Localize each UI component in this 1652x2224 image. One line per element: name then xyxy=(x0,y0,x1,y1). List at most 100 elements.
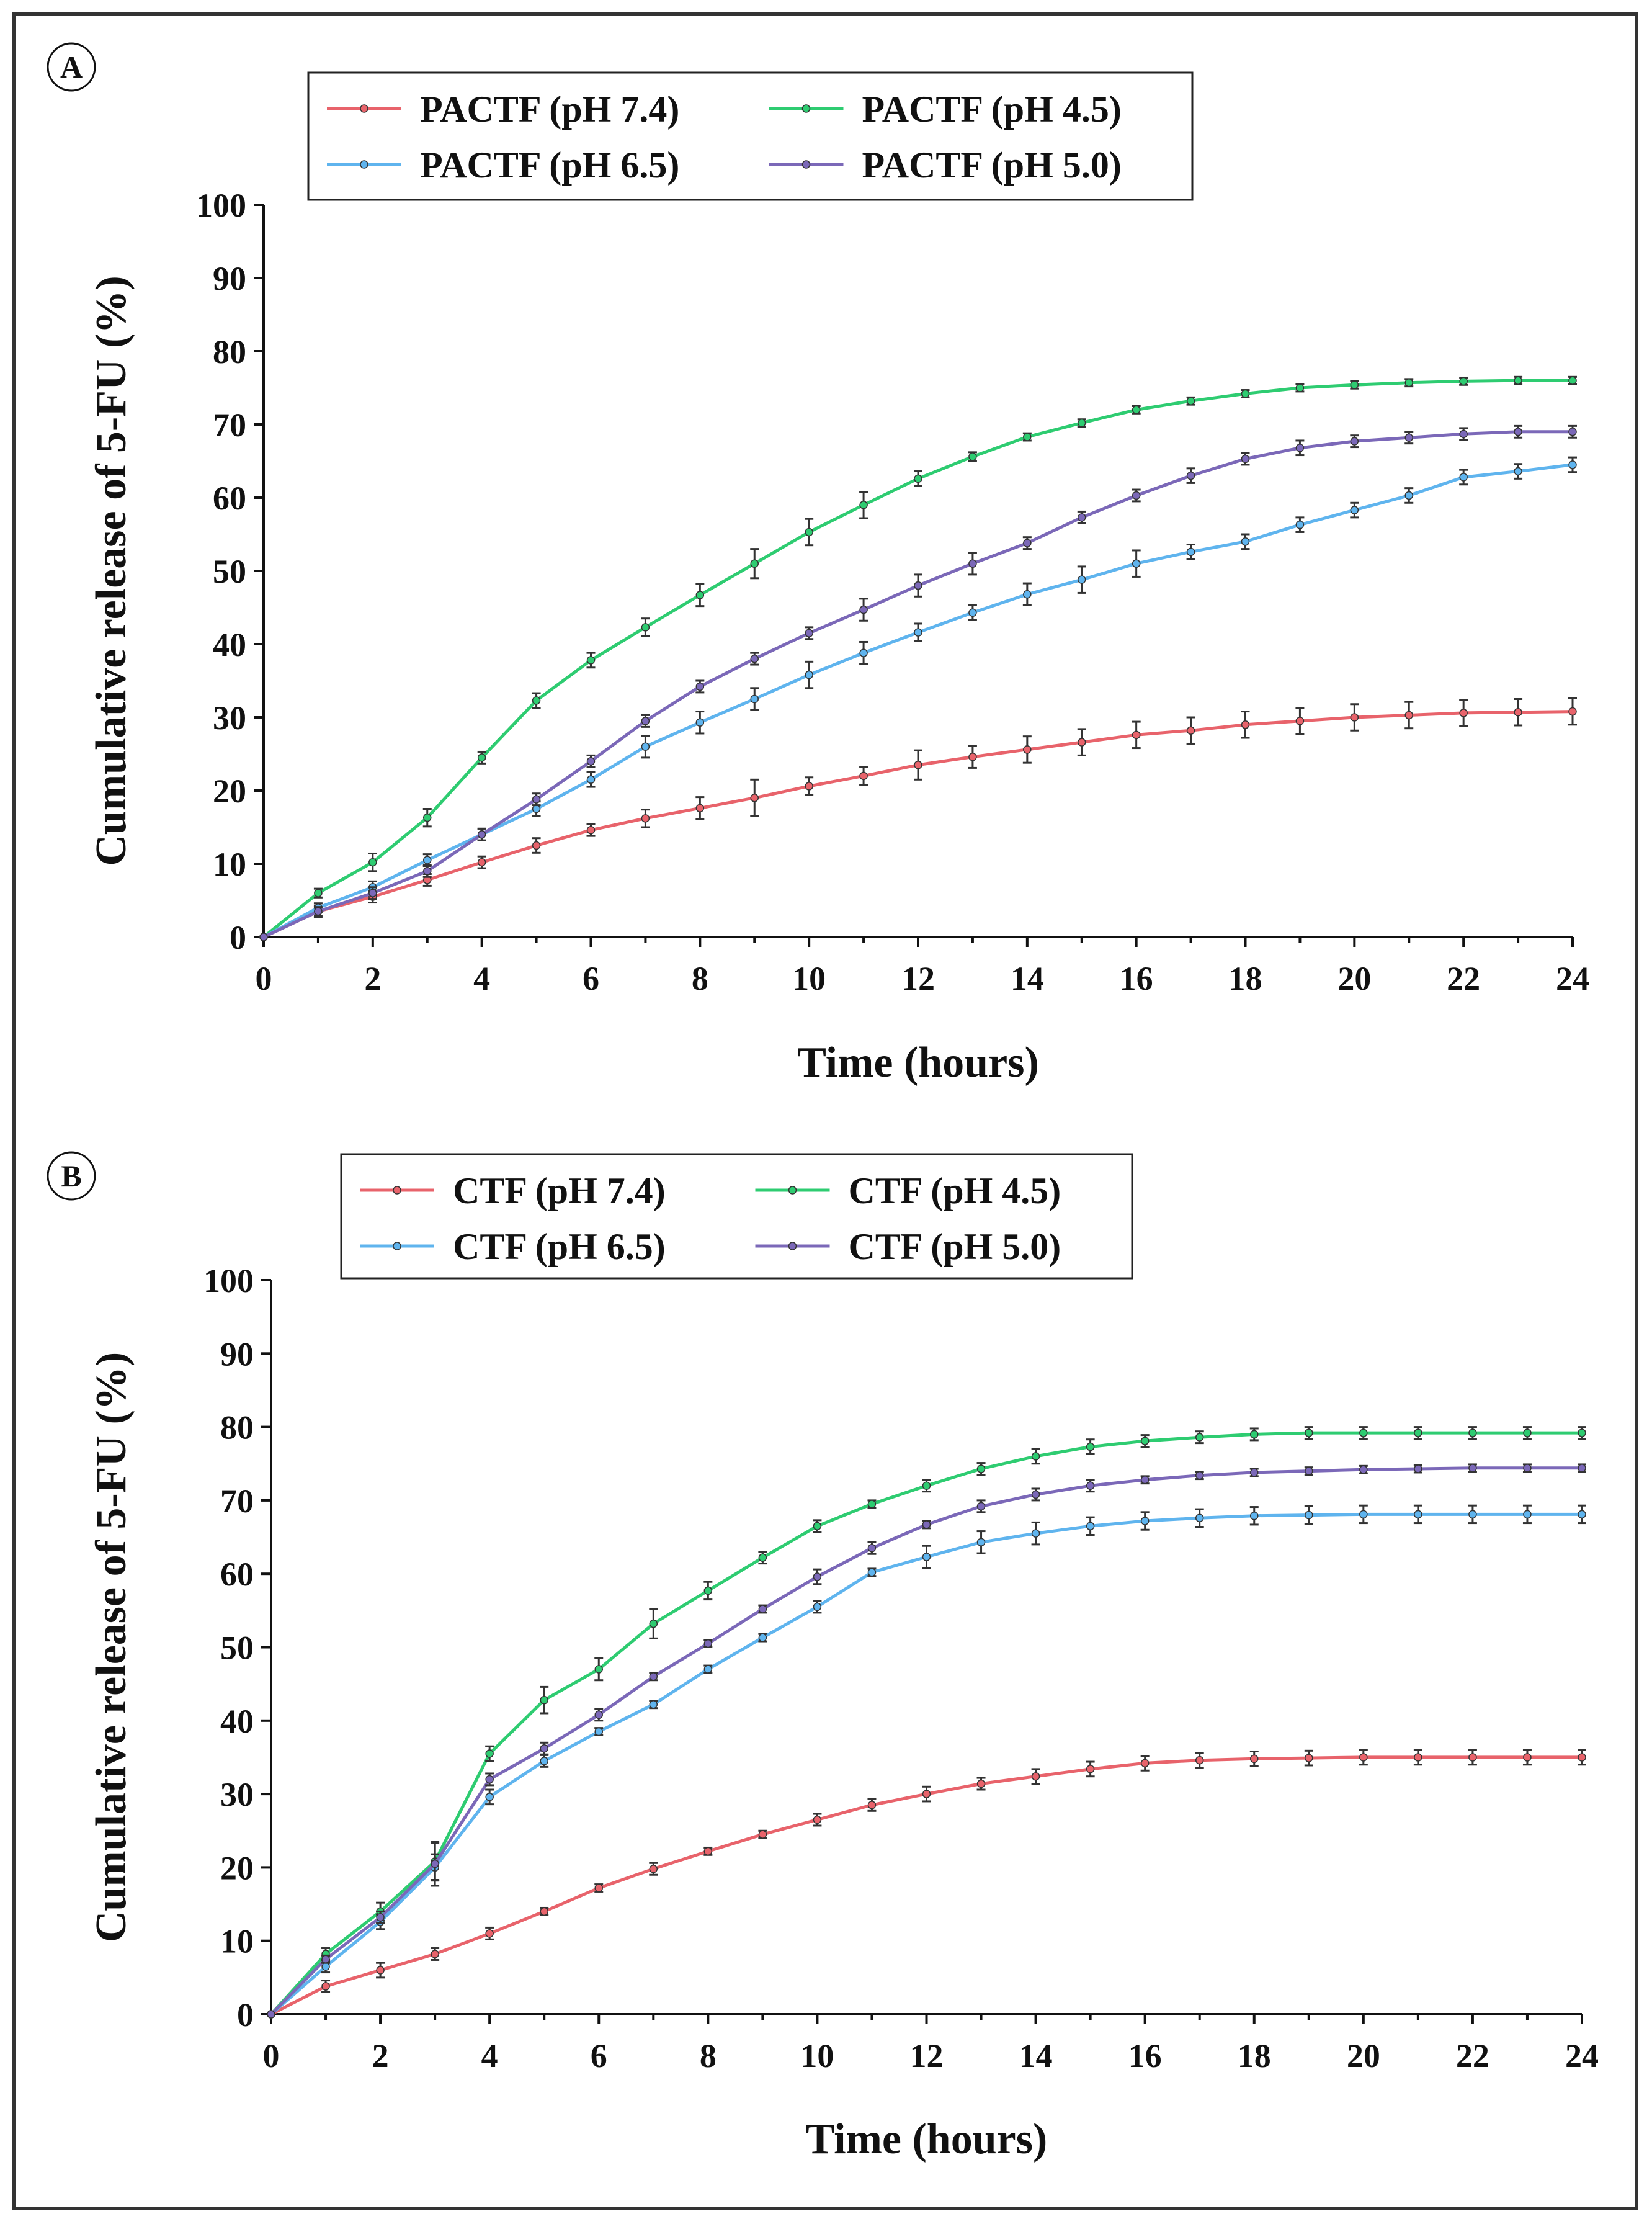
legend-swatch-marker xyxy=(788,1186,797,1195)
data-point xyxy=(267,2010,275,2019)
data-point xyxy=(540,1695,548,1705)
data-point xyxy=(976,1464,986,1473)
data-point xyxy=(594,1665,603,1674)
data-point xyxy=(703,1665,713,1674)
panel-label: B xyxy=(61,1159,81,1193)
y-tick-label: 40 xyxy=(213,626,246,663)
data-point xyxy=(1404,711,1413,720)
data-point xyxy=(1078,513,1086,522)
data-point xyxy=(1023,539,1032,547)
data-point xyxy=(1468,1428,1477,1437)
x-tick-label: 8 xyxy=(700,2037,717,2074)
data-point xyxy=(695,591,705,599)
x-tick-label: 14 xyxy=(1011,960,1044,997)
data-point xyxy=(703,1847,713,1856)
x-tick-label: 16 xyxy=(1128,2037,1162,2074)
legend-swatch-marker xyxy=(360,160,368,169)
data-point xyxy=(1031,1529,1040,1538)
data-point xyxy=(1514,428,1522,436)
x-tick-label: 0 xyxy=(256,960,272,997)
y-tick-label: 30 xyxy=(220,1776,254,1813)
data-point xyxy=(1086,1765,1095,1773)
data-point xyxy=(1023,745,1032,754)
y-tick-label: 10 xyxy=(213,846,246,883)
figure-frame xyxy=(12,12,1638,2210)
data-point xyxy=(859,605,868,614)
data-point xyxy=(594,1710,603,1720)
data-point xyxy=(750,694,759,704)
data-point xyxy=(976,1538,986,1547)
legend-swatch-marker xyxy=(801,160,811,169)
data-point xyxy=(859,648,868,657)
data-point xyxy=(477,830,486,839)
data-point xyxy=(867,1544,877,1553)
data-point xyxy=(1459,377,1468,386)
x-tick-label: 20 xyxy=(1337,960,1371,997)
data-point xyxy=(1140,1517,1150,1525)
data-point xyxy=(1305,1428,1313,1437)
data-point xyxy=(1241,537,1250,546)
data-point xyxy=(376,1966,385,1975)
data-point xyxy=(1305,1466,1313,1476)
data-point xyxy=(750,559,759,568)
data-point xyxy=(1305,1510,1313,1520)
series-line xyxy=(262,710,1573,939)
data-point xyxy=(1404,378,1413,387)
legend-label: PACTF (pH 7.4) xyxy=(420,89,679,130)
data-point xyxy=(314,889,323,897)
data-point xyxy=(594,1727,603,1736)
y-tick-label: 50 xyxy=(213,553,246,590)
x-tick-label: 24 xyxy=(1556,960,1589,997)
y-tick-label: 0 xyxy=(230,919,246,956)
y-tick-label: 70 xyxy=(220,1482,254,1520)
panel-label-circle xyxy=(47,1151,96,1201)
data-point xyxy=(1140,1759,1150,1768)
data-point xyxy=(314,907,323,916)
data-point xyxy=(859,501,868,509)
series-ph50 xyxy=(259,424,1577,941)
data-point xyxy=(1086,1481,1095,1490)
series-line xyxy=(262,379,1573,938)
data-point xyxy=(1468,1464,1477,1473)
x-tick-label: 22 xyxy=(1456,2037,1489,2074)
data-point xyxy=(1140,1437,1150,1445)
x-tick-label: 6 xyxy=(591,2037,607,2074)
data-point xyxy=(649,1672,658,1681)
legend-swatch-marker xyxy=(393,1186,401,1195)
y-tick-label: 90 xyxy=(213,260,246,297)
data-point xyxy=(813,1815,822,1824)
data-point xyxy=(1578,1428,1586,1437)
x-tick-label: 22 xyxy=(1447,960,1480,997)
data-point xyxy=(1414,1753,1422,1762)
series-line xyxy=(262,463,1573,939)
data-point xyxy=(1414,1464,1422,1473)
legend-label: CTF (pH 7.4) xyxy=(453,1170,666,1211)
legend-label: PACTF (pH 4.5) xyxy=(862,89,1122,130)
legend-label: CTF (pH 5.0) xyxy=(849,1226,1061,1267)
data-point xyxy=(1186,726,1195,735)
data-point xyxy=(1414,1510,1422,1519)
data-point xyxy=(1132,730,1141,740)
data-point xyxy=(1350,437,1359,446)
data-point xyxy=(813,1602,822,1612)
x-tick-label: 12 xyxy=(910,2037,944,2074)
data-point xyxy=(922,1481,931,1490)
data-point xyxy=(1568,707,1577,716)
y-axis-title: Cumulative release of 5-FU (%) xyxy=(87,1352,135,1942)
data-point xyxy=(1250,1430,1259,1439)
y-tick-label: 10 xyxy=(220,1923,254,1960)
data-point xyxy=(758,1830,767,1839)
data-point xyxy=(1031,1490,1040,1499)
data-point xyxy=(859,771,868,781)
x-tick-label: 18 xyxy=(1229,960,1262,997)
y-tick-label: 60 xyxy=(213,480,246,517)
data-point xyxy=(368,858,377,867)
data-point xyxy=(1031,1772,1040,1781)
data-point xyxy=(1295,717,1305,725)
x-tick-label: 6 xyxy=(583,960,599,997)
data-point xyxy=(1023,433,1032,441)
data-point xyxy=(1186,397,1195,405)
series-ph65 xyxy=(259,456,1577,941)
x-tick-label: 2 xyxy=(372,2037,389,2074)
